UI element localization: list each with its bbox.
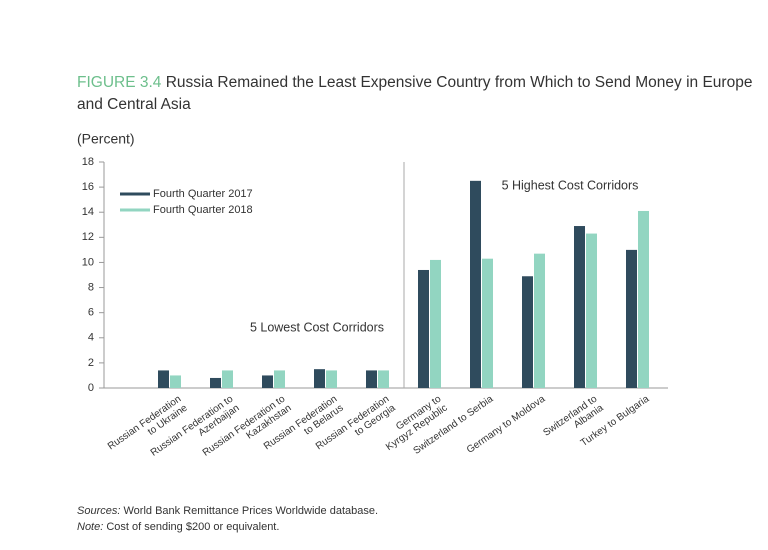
y-tick-label: 6 — [88, 307, 94, 319]
y-tick-label: 0 — [88, 382, 94, 394]
bar — [418, 269, 429, 388]
bar — [170, 375, 181, 388]
bar — [222, 370, 233, 388]
y-axis-label: (Percent) — [77, 131, 135, 147]
note-text: Cost of sending $200 or equivalent. — [106, 521, 280, 533]
bar — [378, 370, 389, 388]
y-tick-label: 8 — [88, 281, 94, 293]
legend-label: Fourth Quarter 2018 — [153, 204, 253, 216]
annotation: 5 Highest Cost Corridors — [502, 178, 639, 192]
bar — [470, 180, 481, 388]
bar — [626, 249, 637, 388]
figure-label: FIGURE 3.4 — [77, 74, 162, 91]
note: Sources: World Bank Remittance Prices Wo… — [77, 505, 378, 517]
bar — [210, 377, 221, 388]
note-text: World Bank Remittance Prices Worldwide d… — [123, 505, 379, 517]
y-tick-label: 4 — [88, 332, 94, 344]
note-label: Sources: — [77, 505, 121, 517]
y-tick-label: 18 — [82, 156, 94, 168]
bar — [314, 369, 325, 388]
bar — [262, 375, 273, 388]
y-tick-label: 10 — [82, 256, 94, 268]
bar — [326, 370, 337, 388]
bar — [482, 258, 493, 388]
bar — [534, 253, 545, 388]
chart-title: FIGURE 3.4 Russia Remained the Least Exp… — [77, 72, 753, 116]
y-tick-label: 14 — [82, 206, 94, 218]
bar — [274, 370, 285, 388]
legend-label: Fourth Quarter 2017 — [153, 188, 253, 200]
title-text: Russia Remained the Least Expensive Coun… — [77, 74, 753, 113]
bar — [574, 226, 585, 388]
bar — [638, 210, 649, 388]
y-tick-label: 12 — [82, 231, 94, 243]
bar — [366, 370, 377, 388]
bar — [158, 370, 169, 388]
note: Note: Cost of sending $200 or equivalent… — [77, 521, 279, 533]
bar — [430, 259, 441, 388]
annotation: 5 Lowest Cost Corridors — [250, 320, 384, 334]
y-tick-label: 2 — [88, 357, 94, 369]
bar — [522, 276, 533, 388]
note-label: Note: — [77, 521, 104, 533]
y-tick-label: 16 — [82, 181, 94, 193]
bar — [586, 233, 597, 388]
